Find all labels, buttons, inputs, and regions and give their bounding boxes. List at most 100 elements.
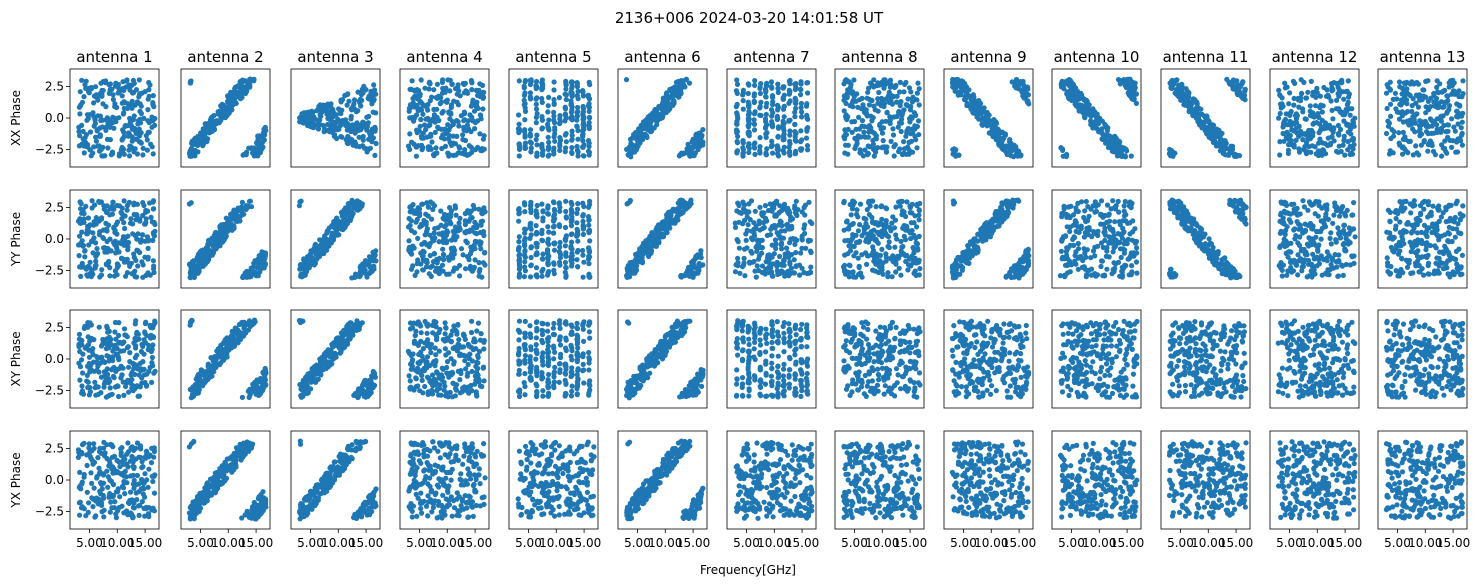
data-point	[124, 105, 130, 112]
data-point	[563, 92, 570, 98]
data-point	[112, 227, 118, 234]
data-point	[94, 246, 100, 252]
data-point	[792, 129, 798, 135]
data-point	[625, 151, 631, 158]
data-point	[130, 221, 136, 227]
data-point	[574, 124, 580, 130]
data-point	[129, 98, 135, 104]
data-point	[328, 240, 334, 246]
data-point	[120, 85, 126, 92]
data-point	[574, 147, 581, 154]
data-point	[1313, 94, 1319, 100]
row-label: XX Phase	[9, 90, 23, 146]
data-point	[464, 240, 470, 246]
data-point	[745, 123, 752, 129]
data-point	[313, 250, 319, 257]
data-point	[458, 113, 464, 119]
data-point	[231, 213, 238, 219]
data-point	[124, 78, 130, 84]
data-point	[1230, 77, 1236, 83]
data-point	[546, 117, 552, 123]
data-point	[243, 205, 250, 211]
data-point	[440, 239, 446, 245]
data-point	[527, 127, 534, 133]
data-point	[904, 128, 910, 134]
data-point	[1303, 95, 1309, 101]
data-point	[540, 251, 546, 257]
data-point	[346, 137, 353, 143]
data-point	[587, 238, 593, 244]
data-point	[1340, 142, 1346, 148]
data-point	[869, 118, 875, 124]
data-point	[479, 148, 485, 154]
data-point	[1343, 89, 1349, 95]
data-point	[799, 114, 805, 120]
data-point	[129, 105, 135, 111]
data-point	[1290, 78, 1296, 84]
data-point	[980, 120, 986, 126]
data-point	[131, 254, 137, 260]
data-point	[1085, 103, 1091, 109]
data-point	[420, 248, 426, 254]
data-point	[1425, 148, 1431, 154]
data-point	[1407, 92, 1413, 99]
data-point	[562, 132, 569, 138]
data-point	[418, 77, 424, 83]
data-point	[145, 129, 151, 135]
data-point	[187, 148, 193, 154]
data-point	[95, 251, 101, 257]
data-point	[522, 209, 528, 215]
data-point	[775, 147, 781, 153]
data-point	[580, 115, 587, 121]
data-point	[88, 84, 95, 91]
data-point	[342, 211, 349, 217]
data-point	[252, 258, 258, 264]
data-point	[226, 102, 232, 109]
data-point	[887, 120, 893, 127]
data-point	[569, 117, 575, 123]
data-point	[533, 265, 540, 271]
data-point	[365, 95, 371, 101]
data-point	[916, 102, 922, 108]
data-point	[768, 84, 775, 90]
data-point	[914, 90, 921, 96]
data-point	[580, 93, 587, 99]
data-point	[476, 273, 482, 279]
data-point	[1007, 137, 1013, 143]
data-point	[585, 94, 592, 100]
data-point	[533, 231, 539, 237]
data-point	[436, 239, 442, 245]
data-point	[80, 136, 86, 142]
data-point	[996, 140, 1002, 146]
data-point	[1305, 89, 1311, 95]
data-point	[336, 232, 342, 238]
data-point	[330, 130, 336, 136]
data-point	[318, 113, 324, 119]
data-point	[629, 147, 635, 153]
data-point	[426, 243, 432, 250]
data-point	[452, 203, 458, 209]
data-point	[574, 84, 581, 90]
data-point	[152, 221, 158, 228]
data-point	[442, 126, 448, 132]
panel-title: antenna 3	[297, 48, 373, 66]
y-tick-label: −2.5	[35, 142, 64, 156]
data-point	[405, 143, 412, 149]
data-point	[1410, 80, 1416, 86]
data-point	[1063, 153, 1069, 160]
data-point	[527, 133, 534, 139]
data-point	[81, 211, 87, 217]
data-point	[148, 141, 154, 147]
data-point	[676, 212, 682, 218]
data-point	[1401, 110, 1407, 117]
data-point	[145, 254, 151, 260]
data-point	[890, 132, 897, 138]
data-point	[915, 118, 922, 124]
data-point	[431, 250, 437, 257]
data-point	[346, 98, 352, 104]
data-point	[568, 243, 574, 249]
data-point	[638, 129, 644, 135]
data-point	[912, 123, 918, 129]
data-point	[77, 133, 83, 139]
data-point	[546, 127, 552, 133]
